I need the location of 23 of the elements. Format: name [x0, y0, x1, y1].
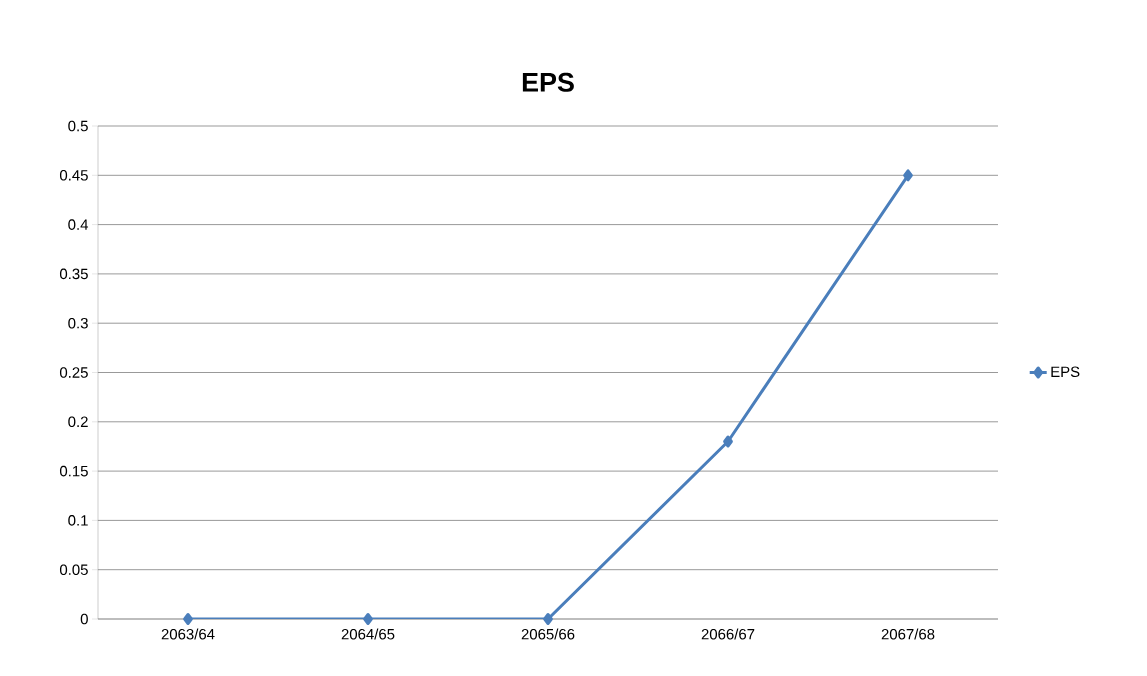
y-tick-label: 0.15 [59, 465, 88, 477]
point [543, 613, 553, 625]
x-tick-label: 2065/66 [521, 628, 575, 640]
y-tick-label: 0 [80, 613, 88, 625]
y-tick-label: 0.25 [59, 367, 88, 378]
x-tick-label: 2064/65 [341, 628, 395, 640]
legend-label: EPS [1051, 366, 1080, 378]
y-tick-label: 0.45 [59, 170, 88, 181]
y-tick-label: 0.2 [68, 416, 88, 428]
point [723, 435, 733, 448]
y-tick-label: 0.05 [59, 564, 88, 575]
y-tick-label: 0.1 [68, 515, 88, 526]
x-tick-label: 2063/64 [161, 628, 215, 640]
chart-title: EPS [522, 72, 574, 92]
y-tick-label: 0.5 [68, 120, 88, 132]
y-tick-label: 0.3 [68, 317, 88, 329]
x-tick-label: 2066/67 [701, 628, 755, 640]
y-tick-label: 0.35 [59, 268, 88, 280]
y-tick-label: 0.4 [68, 219, 89, 230]
point [903, 169, 913, 182]
x-tick-label: 2067/68 [881, 628, 935, 640]
point [183, 613, 193, 625]
point [363, 613, 373, 625]
